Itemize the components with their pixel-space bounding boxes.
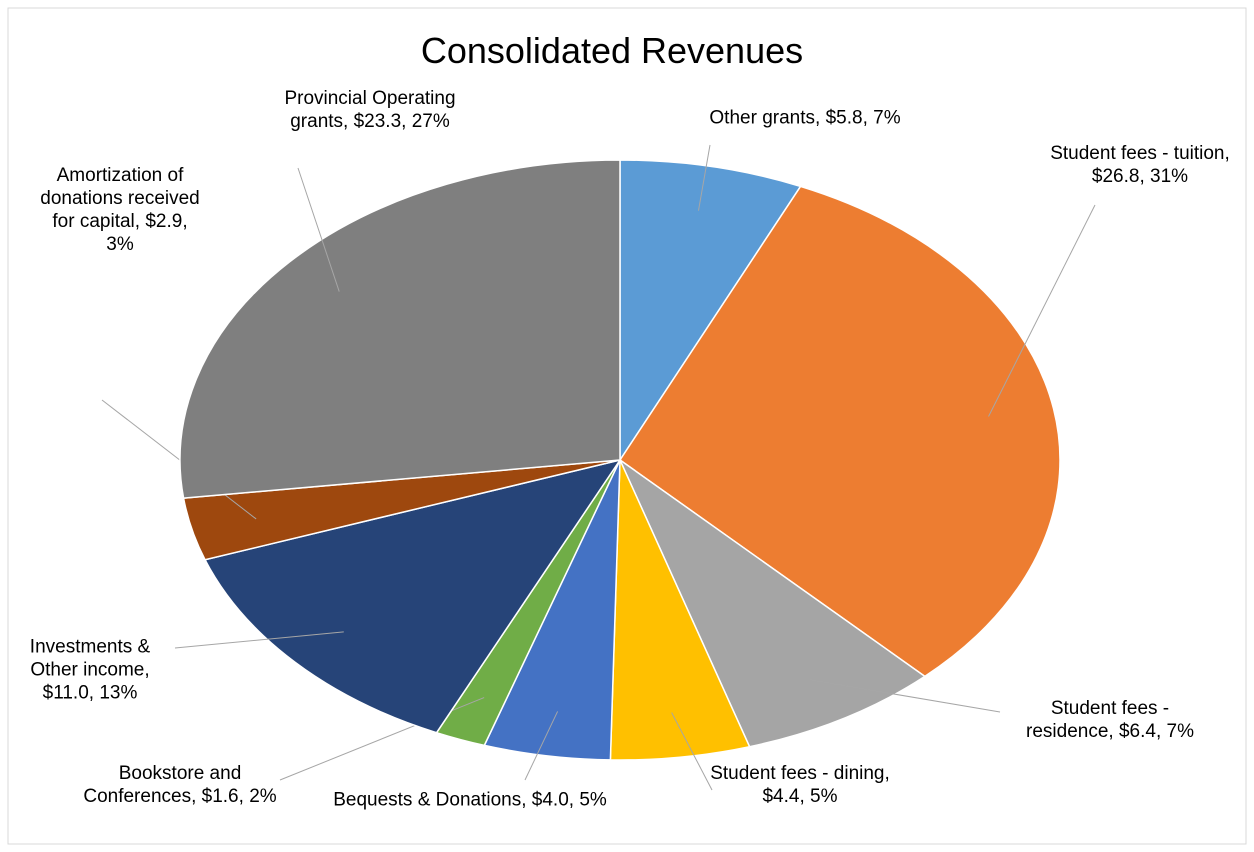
separator: ,	[134, 211, 141, 232]
percent-label: 5%	[810, 786, 838, 807]
data-label: Bookstore and Conferences, $1.6, 2%	[60, 762, 300, 808]
value-label: $26.8	[1091, 166, 1140, 187]
category-label: Student fees - tuition	[1050, 143, 1225, 164]
separator: ,	[1108, 721, 1114, 742]
pie-slice	[619, 159, 802, 463]
data-label: Other grants, $5.8, 7%	[705, 107, 905, 130]
separator: ,	[1155, 721, 1162, 742]
data-label: Investments & Other income, $11.0, 13%	[15, 636, 165, 705]
separator: ,	[88, 682, 95, 704]
separator: ,	[521, 789, 527, 811]
data-label: Amortization of donations received for c…	[40, 164, 200, 256]
category-label: Student fees - dining	[710, 763, 885, 784]
value-label: $11.0	[42, 682, 89, 704]
leader-line	[101, 399, 257, 520]
category-label: Investments & Other income	[29, 636, 151, 681]
separator: ,	[401, 111, 407, 132]
data-label: Provincial Operating grants, $23.3, 27%	[265, 87, 475, 133]
separator: ,	[1224, 143, 1230, 164]
value-label: $4.4	[762, 786, 800, 807]
chart-title: Consolidated Revenues	[420, 30, 804, 71]
value-label: $1.6	[201, 786, 239, 807]
percent-label: 13%	[99, 682, 138, 704]
value-label: $23.3	[353, 111, 402, 132]
separator: ,	[1139, 166, 1145, 187]
chart-border	[7, 7, 1247, 845]
separator: ,	[568, 789, 575, 811]
category-label: Amortization of donations received for c…	[40, 165, 200, 232]
value-label: $6.4	[1118, 721, 1156, 742]
pie-slice	[609, 459, 751, 761]
separator: ,	[238, 786, 244, 807]
separator: ,	[343, 111, 349, 132]
pie-slice	[618, 185, 1061, 678]
pie-slice	[618, 457, 927, 748]
data-label: Bequests & Donations, $4.0, 5%	[320, 789, 620, 812]
leader-line	[671, 712, 713, 791]
separator: ,	[182, 211, 188, 232]
leader-line	[988, 204, 1096, 417]
separator: ,	[815, 107, 821, 129]
percent-label: 5%	[579, 789, 607, 811]
percent-label: 3%	[106, 234, 134, 255]
separator: ,	[884, 763, 890, 784]
percent-label: 27%	[411, 111, 450, 132]
value-label: $2.9	[145, 211, 183, 232]
category-label: Bequests & Donations	[333, 789, 522, 811]
percent-label: 2%	[249, 786, 277, 807]
data-label: Student fees - residence, $6.4, 7%	[1005, 697, 1215, 743]
value-label: $5.8	[825, 107, 863, 129]
value-label: $4.0	[531, 789, 569, 811]
leader-line	[809, 679, 1001, 713]
separator: ,	[799, 786, 805, 807]
pie-slice	[179, 159, 621, 499]
category-label: Other grants	[709, 107, 816, 129]
pie-slice	[203, 458, 622, 734]
leader-line	[524, 711, 559, 781]
leader-line	[697, 144, 711, 211]
percent-label: 31%	[1150, 166, 1189, 187]
data-label: Student fees - dining, $4.4, 5%	[695, 762, 905, 808]
percent-label: 7%	[1166, 721, 1194, 742]
leader-line	[174, 631, 344, 649]
percent-label: 7%	[873, 107, 901, 129]
separator: ,	[191, 786, 197, 807]
category-label: Bookstore and Conferences	[83, 763, 242, 807]
separator: ,	[144, 659, 150, 681]
data-label: Student fees - tuition, $26.8, 31%	[1040, 142, 1240, 188]
separator: ,	[862, 107, 868, 129]
leader-line	[297, 167, 340, 292]
category-label: Student fees - residence	[1026, 698, 1170, 742]
category-label: Provincial Operating grants	[284, 88, 456, 132]
